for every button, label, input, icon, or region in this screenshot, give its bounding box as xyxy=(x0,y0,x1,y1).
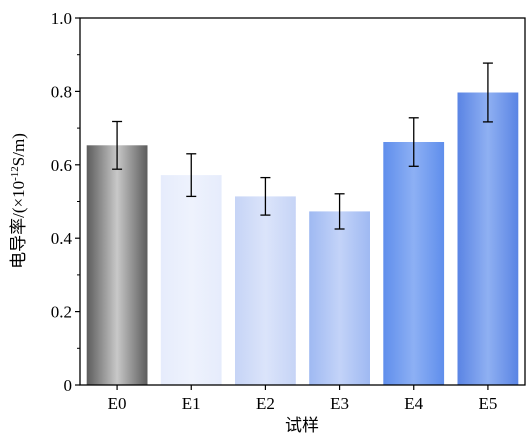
bar-e5 xyxy=(457,92,519,385)
error-bars-layer xyxy=(112,62,493,230)
x-tick-label: E1 xyxy=(182,394,201,413)
x-tick-label: E0 xyxy=(108,394,127,413)
bar-e1 xyxy=(160,175,222,385)
x-axis-title: 试样 xyxy=(285,416,319,435)
y-axis-title-exponent: -12 xyxy=(9,166,21,181)
bar-e3 xyxy=(309,211,370,385)
bars-layer xyxy=(86,92,519,385)
y-tick-label: 0.8 xyxy=(51,82,72,101)
y-tick-label: 0.2 xyxy=(51,303,72,322)
bar-e2 xyxy=(235,196,296,385)
y-axis: 0 0.2 0.4 0.6 0.8 1.0 xyxy=(51,9,80,395)
x-tick-label: E3 xyxy=(330,394,349,413)
x-tick-label: E5 xyxy=(478,394,497,413)
bar-e4 xyxy=(383,142,445,385)
bar-e0 xyxy=(86,145,148,385)
y-tick-label: 0 xyxy=(64,376,73,395)
x-axis: E0 E1 E2 E3 E4 E5 xyxy=(108,385,497,413)
y-axis-title-main: 电导率/(×10 xyxy=(9,181,28,269)
y-axis-title-unit: S/m) xyxy=(9,133,28,166)
y-tick-label: 1.0 xyxy=(51,9,72,28)
y-axis-title: 电导率/(×10-12S/m) xyxy=(9,133,28,269)
y-tick-label: 0.6 xyxy=(51,156,72,175)
y-tick-label: 0.4 xyxy=(51,229,73,248)
x-tick-label: E2 xyxy=(256,394,275,413)
x-tick-label: E4 xyxy=(404,394,423,413)
